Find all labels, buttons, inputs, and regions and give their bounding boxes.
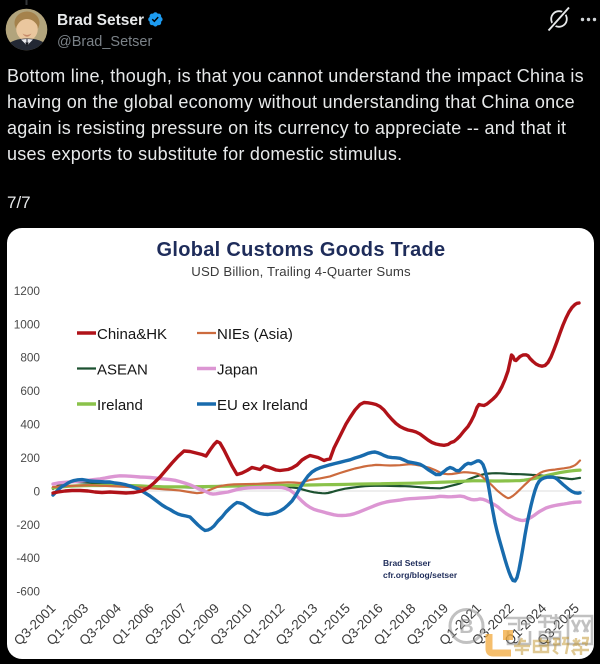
svg-text:Global Customs Goods Trade: Global Customs Goods Trade bbox=[157, 239, 446, 261]
svg-text:7/7: 7/7 bbox=[7, 193, 31, 212]
svg-text:400: 400 bbox=[20, 418, 40, 432]
svg-text:EU ex Ireland: EU ex Ireland bbox=[217, 397, 308, 414]
svg-text:1000: 1000 bbox=[14, 317, 41, 331]
svg-text:again is resisting pressure on: again is resisting pressure on its curre… bbox=[7, 118, 566, 138]
svg-text:USD Billion, Trailing 4-Quarte: USD Billion, Trailing 4-Quarter Sums bbox=[191, 264, 411, 279]
svg-text:@Brad_Setser: @Brad_Setser bbox=[57, 34, 152, 50]
svg-text:600: 600 bbox=[20, 384, 40, 398]
svg-text:-400: -400 bbox=[16, 551, 40, 565]
svg-text:cfr.org/blog/setser: cfr.org/blog/setser bbox=[383, 570, 458, 580]
svg-text:Ireland: Ireland bbox=[97, 397, 143, 414]
svg-text:200: 200 bbox=[20, 451, 40, 465]
svg-text:800: 800 bbox=[20, 351, 40, 365]
svg-text:0: 0 bbox=[33, 484, 40, 498]
svg-text:uses exports to substitute for: uses exports to substitute for domestic … bbox=[7, 144, 402, 164]
svg-text:having on the global economy w: having on the global economy without und… bbox=[7, 92, 575, 112]
svg-text:-600: -600 bbox=[16, 585, 40, 599]
svg-text:-200: -200 bbox=[16, 518, 40, 532]
svg-text:1200: 1200 bbox=[14, 284, 41, 298]
svg-text:China&HK: China&HK bbox=[97, 326, 167, 343]
svg-text:Japan: Japan bbox=[217, 361, 258, 378]
svg-text:NIEs (Asia): NIEs (Asia) bbox=[217, 326, 293, 343]
svg-text:ASEAN: ASEAN bbox=[97, 361, 148, 378]
svg-text:B: B bbox=[459, 616, 473, 638]
svg-text:Brad Setser: Brad Setser bbox=[383, 558, 431, 568]
svg-text:Brad Setser: Brad Setser bbox=[57, 12, 144, 29]
svg-text:Bottom line, though, is that y: Bottom line, though, is that you cannot … bbox=[7, 66, 584, 86]
